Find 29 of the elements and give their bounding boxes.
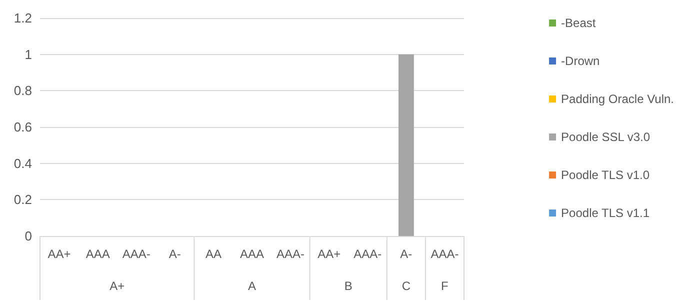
- y-tick-label: 0.2: [14, 192, 32, 208]
- x-tick-label: AAA: [240, 247, 264, 261]
- y-tick-label: 0.4: [14, 156, 32, 171]
- text: A+: [110, 279, 125, 293]
- legend-label: Poodle TLS v1.0: [561, 168, 650, 182]
- x-tick-label: AA+: [318, 247, 341, 261]
- legend-label: Padding Oracle Vuln.: [561, 92, 674, 106]
- text: B: [344, 279, 352, 293]
- x-tick-label: AAA-: [430, 247, 459, 261]
- legend-label: -Beast: [561, 16, 596, 30]
- y-tick-label: 1: [24, 46, 32, 62]
- legend-label: Poodle SSL v3.0: [561, 130, 650, 144]
- y-tick-label: 0: [24, 228, 32, 244]
- x-tick-label: AA: [205, 247, 222, 261]
- text: A: [248, 279, 256, 293]
- text: C: [402, 279, 411, 293]
- x-tick-label: A-: [168, 247, 181, 261]
- text: F: [441, 279, 448, 293]
- legend-label: Poodle TLS v1.1: [561, 206, 650, 220]
- x-tick-label: AAA-: [276, 247, 305, 261]
- y-tick-label: 0.8: [14, 83, 32, 98]
- legend-label: -Drown: [561, 54, 600, 68]
- x-tick-label: AAA-: [122, 247, 150, 261]
- x-tick-label: AA+: [48, 247, 71, 261]
- y-tick-label: 1.2: [14, 10, 32, 26]
- x-tick-label: AAA: [86, 247, 110, 261]
- x-tick-label: AAA-: [354, 247, 382, 261]
- y-tick-label: 0.6: [14, 120, 32, 134]
- x-tick-label: A-: [400, 247, 412, 261]
